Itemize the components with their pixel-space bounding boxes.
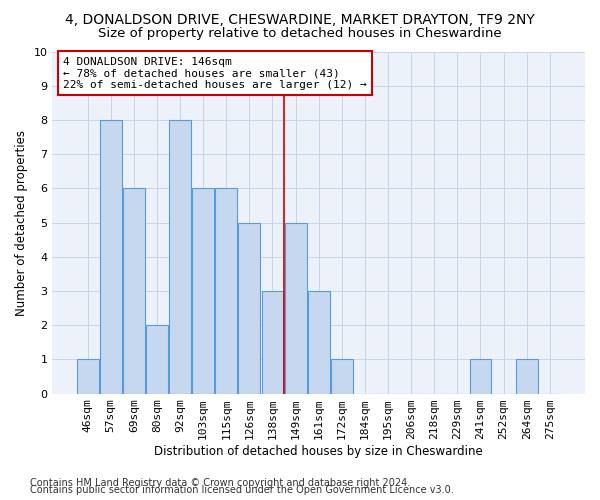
Text: Size of property relative to detached houses in Cheswardine: Size of property relative to detached ho…	[98, 28, 502, 40]
Text: 4 DONALDSON DRIVE: 146sqm
← 78% of detached houses are smaller (43)
22% of semi-: 4 DONALDSON DRIVE: 146sqm ← 78% of detac…	[63, 56, 367, 90]
X-axis label: Distribution of detached houses by size in Cheswardine: Distribution of detached houses by size …	[154, 444, 483, 458]
Bar	[192, 188, 214, 394]
Bar	[331, 360, 353, 394]
Bar	[262, 291, 283, 394]
Text: Contains public sector information licensed under the Open Government Licence v3: Contains public sector information licen…	[30, 485, 454, 495]
Bar	[146, 325, 168, 394]
Bar	[284, 222, 307, 394]
Bar	[238, 222, 260, 394]
Text: Contains HM Land Registry data © Crown copyright and database right 2024.: Contains HM Land Registry data © Crown c…	[30, 478, 410, 488]
Bar	[100, 120, 122, 394]
Bar	[215, 188, 237, 394]
Bar	[77, 360, 98, 394]
Bar	[470, 360, 491, 394]
Bar	[169, 120, 191, 394]
Bar	[516, 360, 538, 394]
Text: 4, DONALDSON DRIVE, CHESWARDINE, MARKET DRAYTON, TF9 2NY: 4, DONALDSON DRIVE, CHESWARDINE, MARKET …	[65, 12, 535, 26]
Bar	[308, 291, 329, 394]
Bar	[123, 188, 145, 394]
Y-axis label: Number of detached properties: Number of detached properties	[15, 130, 28, 316]
